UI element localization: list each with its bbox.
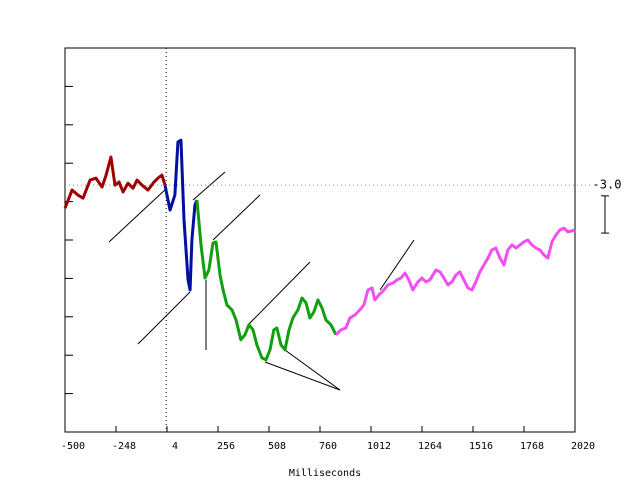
x-axis-label: Milliseconds — [289, 468, 361, 479]
x-tick-label: 256 — [217, 441, 235, 452]
x-tick-label: 1516 — [469, 441, 493, 452]
scale-label: -3.0 — [593, 178, 622, 192]
x-tick-label: 4 — [172, 441, 178, 452]
annotation-lines — [108, 171, 415, 391]
x-tick-label: 760 — [319, 441, 337, 452]
trace — [334, 226, 576, 336]
x-tick-label: -500 — [61, 441, 85, 452]
x-tick-label: -248 — [112, 441, 136, 452]
x-tick-label: 1768 — [520, 441, 544, 452]
x-tick-label: 2020 — [571, 441, 595, 452]
trace — [63, 155, 167, 209]
x-tick-label: 508 — [268, 441, 286, 452]
x-tick-label: 1264 — [418, 441, 442, 452]
trace — [163, 138, 199, 292]
plot-frame — [64, 47, 576, 433]
trace — [195, 199, 338, 362]
x-tick-label: 1012 — [367, 441, 391, 452]
